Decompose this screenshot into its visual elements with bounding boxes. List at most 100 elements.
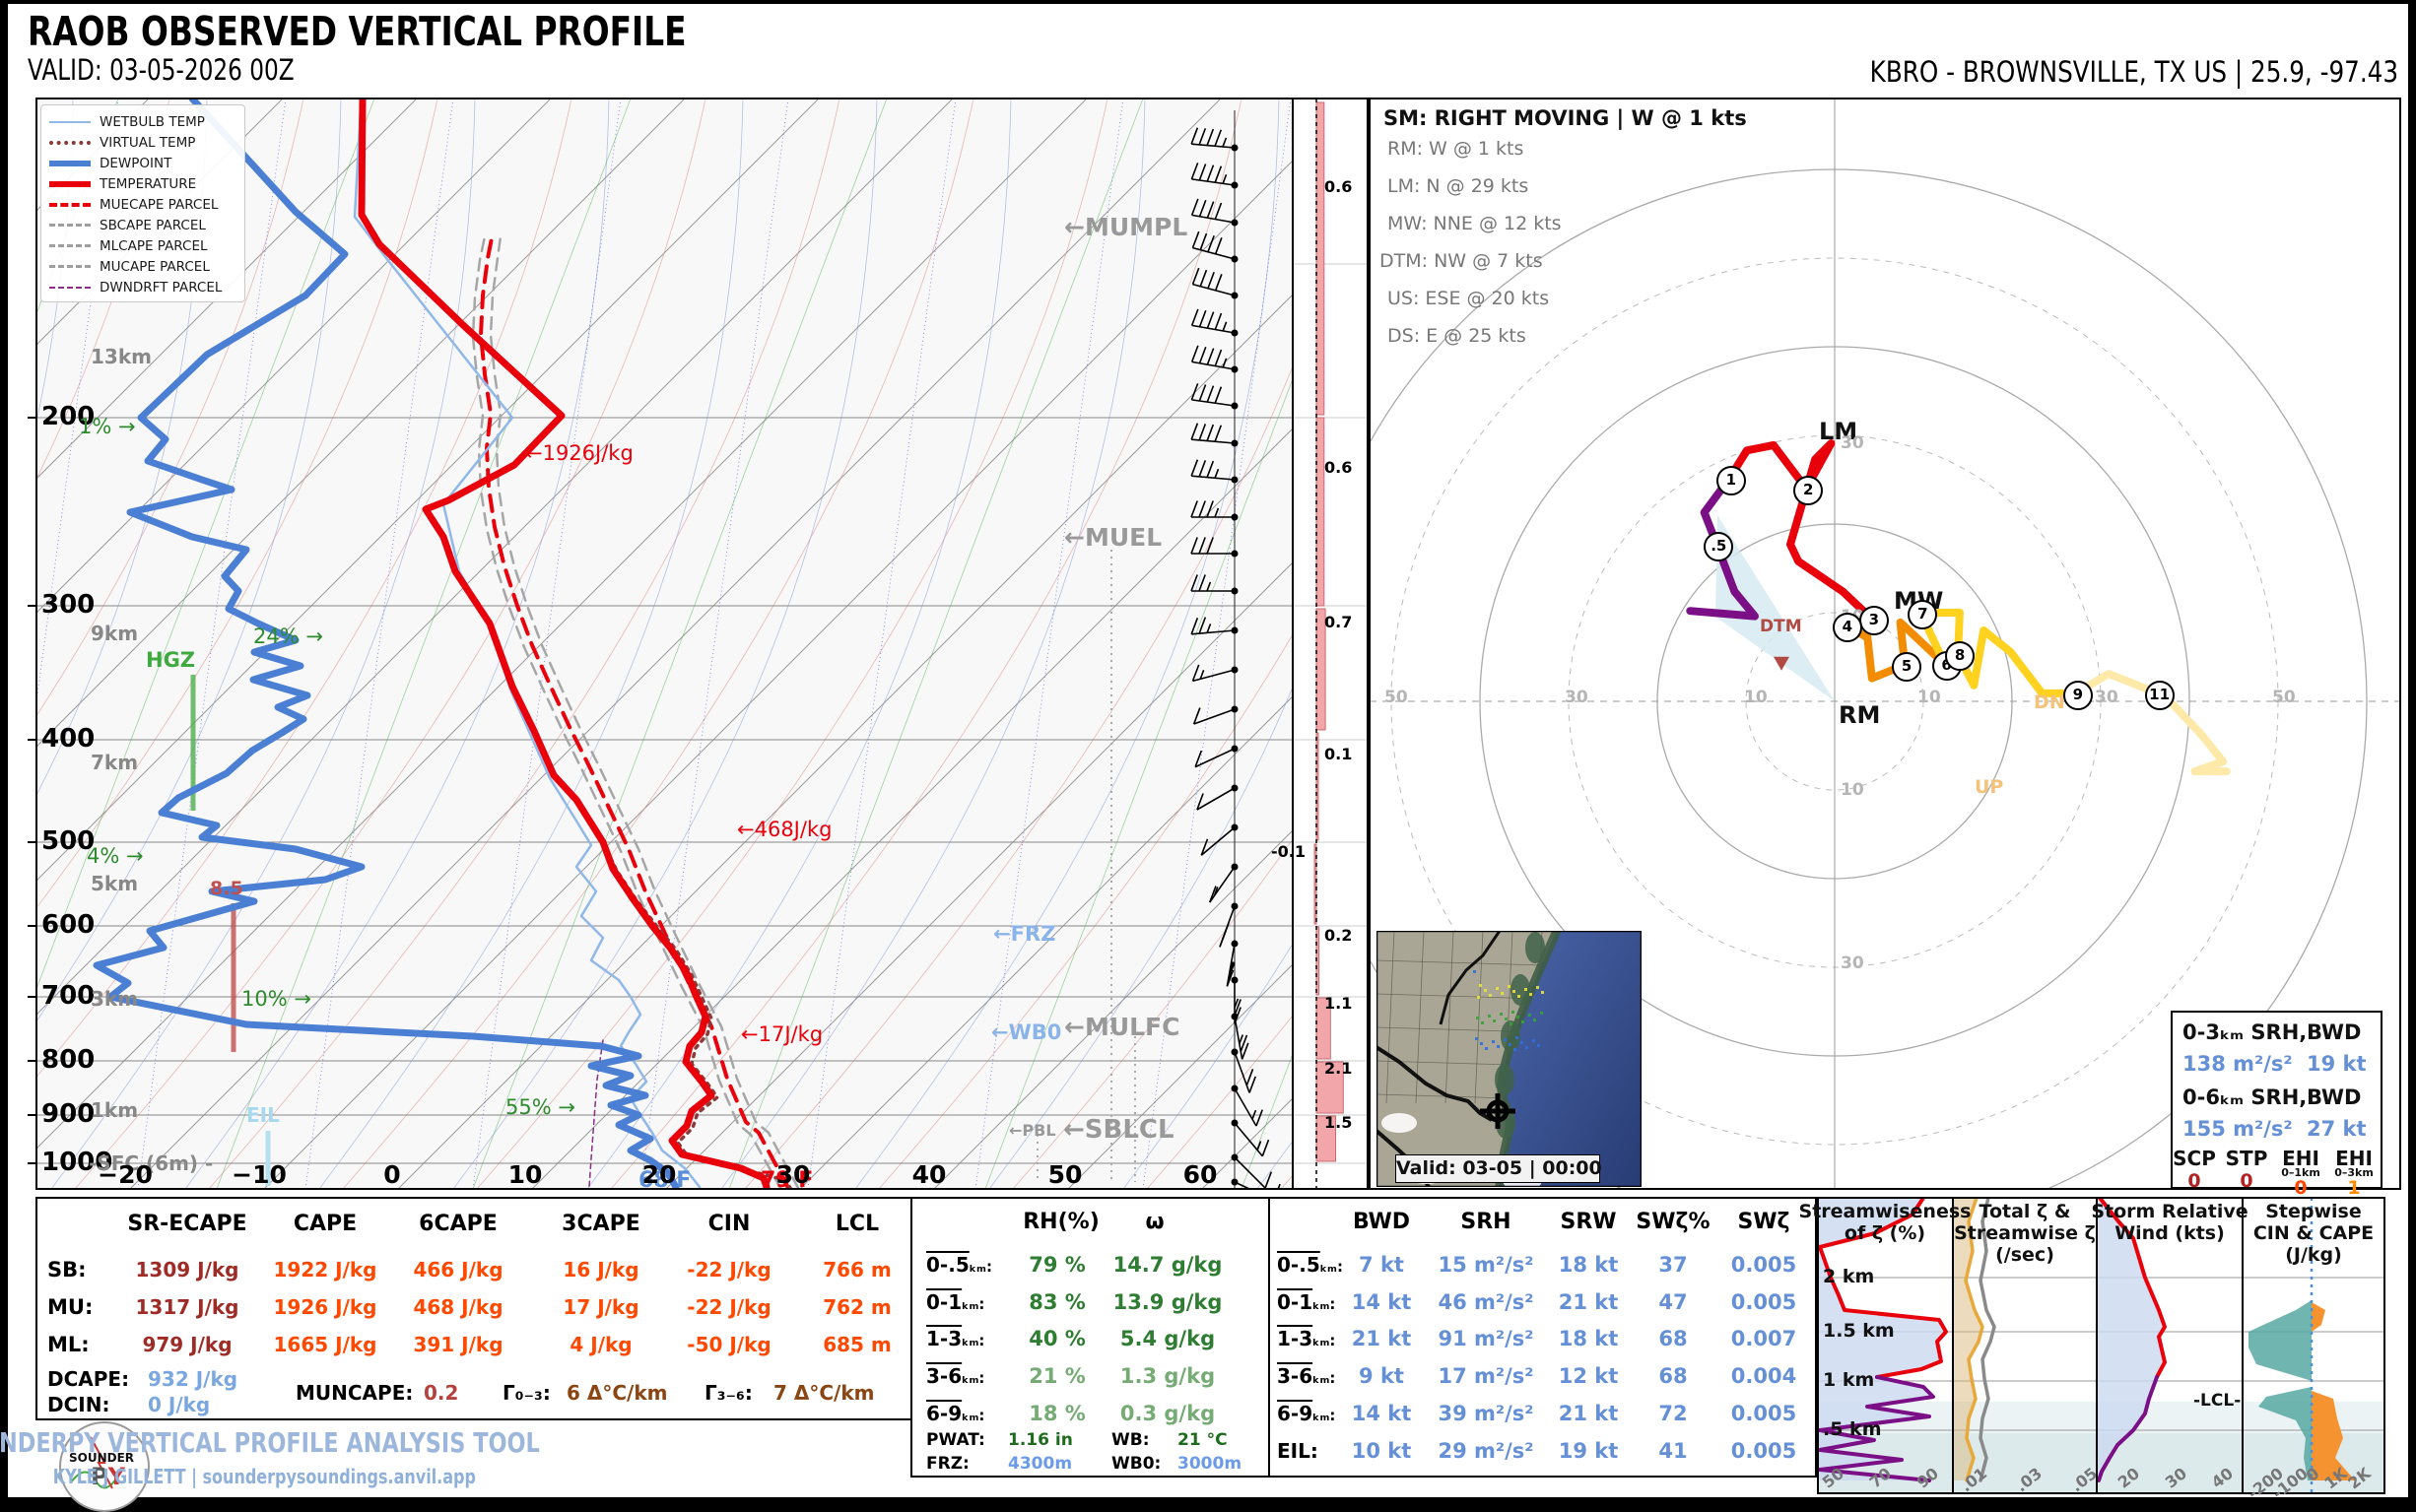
sfc-temp-value: 79 F xyxy=(761,1168,814,1193)
legend-swatch xyxy=(49,286,91,289)
legend-item-label: MUCAPE PARCEL xyxy=(100,258,210,275)
legend-item-label: TEMPERATURE xyxy=(100,175,197,192)
hodo-ring-label: 10 xyxy=(1841,780,1864,800)
srh-0-3-header: 0-3ₖₘ SRH, xyxy=(2182,1020,2308,1044)
logo-text-top: SOUNDER xyxy=(69,1451,135,1465)
legend-item: DEWPOINT xyxy=(49,153,240,173)
composite-sublabel: 0–1km xyxy=(2281,1166,2320,1179)
pbl-label: ←PBL xyxy=(1009,1121,1056,1140)
dtm-motion: DTM: NW @ 7 kts xyxy=(1379,250,1543,272)
height-label: 3km xyxy=(91,987,139,1011)
lapse-0-3-label: Γ₀₋₃: xyxy=(503,1381,551,1405)
hodo-km-marker: .5 xyxy=(1704,531,1734,561)
hodo-km-marker: 5 xyxy=(1892,652,1922,683)
dcape-label: DCAPE: xyxy=(47,1367,130,1391)
hodo-km-marker: 2 xyxy=(1793,476,1824,505)
pressure-label: 300 xyxy=(41,590,96,620)
kinematics-row-label: 3-6ₖₘ: xyxy=(1277,1364,1336,1388)
rh-annotation: 55% → xyxy=(505,1095,575,1119)
legend-item-label: SBCAPE PARCEL xyxy=(100,217,206,233)
page-title: RAOB OBSERVED VERTICAL PROFILE xyxy=(28,8,687,55)
legend-item: MUCAPE PARCEL xyxy=(49,256,240,277)
kinematics-row-label: 0-.5ₖₘ: xyxy=(1277,1253,1343,1277)
lapse-0-3-value: 6 Δ°C/km xyxy=(567,1381,668,1405)
skewt-legend: WETBULB TEMP VIRTUAL TEMP DEWPOINT TEMPERAT… xyxy=(40,104,245,302)
muncape-label: MUNCAPE: xyxy=(296,1381,414,1405)
composite-value: 1 xyxy=(2347,1177,2361,1199)
wb0-height-label: WB0: xyxy=(1111,1454,1162,1474)
legend-swatch xyxy=(49,120,91,123)
sounderpy-logo: SOUNDER PY xyxy=(59,1421,150,1512)
pressure-label: 900 xyxy=(41,1099,96,1129)
legend-swatch xyxy=(49,224,91,227)
composite-sublabel: 0–3km xyxy=(2334,1166,2374,1179)
dtm-point-label: DTM xyxy=(1760,617,1802,636)
omega-strip xyxy=(1293,99,1368,1189)
hodo-km-marker: 1 xyxy=(1715,466,1746,496)
height-label: 13km xyxy=(91,345,152,368)
pressure-label: 400 xyxy=(41,724,96,754)
wb0-label: ←WB0 xyxy=(991,1020,1062,1044)
height-label: 5km xyxy=(91,872,139,895)
eil-label: EIL xyxy=(246,1103,280,1127)
legend-swatch xyxy=(49,244,91,247)
kinematics-row-label: 6-9ₖₘ: xyxy=(1277,1402,1336,1425)
pwat-label: PWAT: xyxy=(926,1430,985,1450)
kinematics-row-label: EIL: xyxy=(1277,1439,1318,1463)
sblcl-label: ←SBLCL xyxy=(1063,1115,1174,1145)
mumpl-label: ←MUMPL xyxy=(1064,213,1188,241)
legend-item: MLCAPE PARCEL xyxy=(49,235,240,256)
thermo-row-label: ML: xyxy=(47,1333,90,1356)
lm-motion: LM: N @ 29 kts xyxy=(1387,175,1529,197)
composite-header: EHI xyxy=(2335,1147,2373,1170)
hodo-ring-label: 10 xyxy=(1744,688,1768,707)
hodo-ring-label: 30 xyxy=(1841,433,1864,453)
pressure-label: 500 xyxy=(41,826,96,856)
legend-swatch xyxy=(49,202,91,207)
dcin-label: DCIN: xyxy=(47,1393,110,1416)
hgz-label: HGZ xyxy=(146,648,196,672)
pressure-label: 800 xyxy=(41,1045,96,1075)
composite-header: EHI xyxy=(2282,1147,2319,1170)
legend-swatch xyxy=(49,180,91,187)
legend-item-label: MLCAPE PARCEL xyxy=(100,237,208,254)
wb-value: 21 °C xyxy=(1177,1430,1228,1450)
mini-y-label: .5 km xyxy=(1823,1418,1882,1440)
thermo-row-label: SB: xyxy=(47,1258,87,1282)
composite-header: STP xyxy=(2225,1147,2268,1170)
legend-swatch xyxy=(49,265,91,268)
map-inset xyxy=(1376,931,1642,1187)
hodo-ring-label: 50 xyxy=(1384,688,1408,707)
wb-label: WB: xyxy=(1111,1430,1150,1450)
pwat-value: 1.16 in xyxy=(1008,1430,1073,1450)
dcin-value: 0 J/kg xyxy=(148,1393,211,1416)
storm-motion-headline: SM: RIGHT MOVING | W @ 1 kts xyxy=(1383,106,1747,130)
height-label: 1km xyxy=(91,1098,139,1122)
dgz-depth-label: 8.5 xyxy=(210,878,243,899)
mw-motion: MW: NNE @ 12 kts xyxy=(1387,213,1562,234)
lapse-3-6-value: 7 Δ°C/km xyxy=(773,1381,875,1405)
pressure-label: 1000 xyxy=(41,1148,113,1177)
omega-value: 0.2 xyxy=(1324,926,1353,945)
omega-value: 0.6 xyxy=(1324,458,1353,477)
cape6-annotation: ←468J/kg xyxy=(737,818,833,841)
height-label: 9km xyxy=(91,622,139,645)
omega-value: 1.5 xyxy=(1324,1113,1353,1132)
mulfc-label: ←MULFC xyxy=(1064,1013,1180,1041)
rh-annotation: 10% → xyxy=(241,987,311,1011)
legend-item: TEMPERATURE xyxy=(49,173,240,194)
mini-y-label: 1 km xyxy=(1823,1369,1875,1391)
legend-item-label: MUECAPE PARCEL xyxy=(100,196,219,213)
dcape-value: 932 J/kg xyxy=(148,1367,238,1391)
hodo-km-marker: 8 xyxy=(1945,641,1976,672)
legend-swatch xyxy=(49,160,91,166)
hodo-ring-label: 30 xyxy=(1565,688,1588,707)
cape3-annotation: ←17J/kg xyxy=(741,1022,824,1046)
muel-label: ←MUEL xyxy=(1064,523,1163,552)
rh-annotation: 4% → xyxy=(87,844,144,868)
composite-value: 0 xyxy=(2187,1170,2201,1192)
lapse-3-6-label: Γ₃₋₆: xyxy=(705,1381,753,1405)
composite-header: SCP xyxy=(2173,1147,2216,1170)
mini-y-label: 1.5 km xyxy=(1823,1320,1895,1342)
